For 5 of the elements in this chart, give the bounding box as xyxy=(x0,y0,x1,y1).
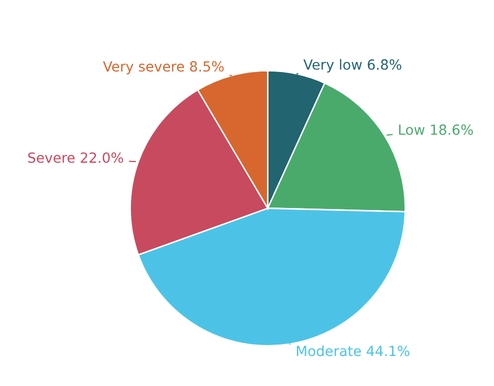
slice-label: Severe 22.0% xyxy=(28,152,124,163)
slice-label: Low 18.6% xyxy=(399,124,473,135)
slice-label: Moderate 44.1% xyxy=(296,345,410,356)
slice-label: Very low 6.8% xyxy=(303,59,402,72)
slice-label: Very severe 8.5% xyxy=(103,61,224,74)
